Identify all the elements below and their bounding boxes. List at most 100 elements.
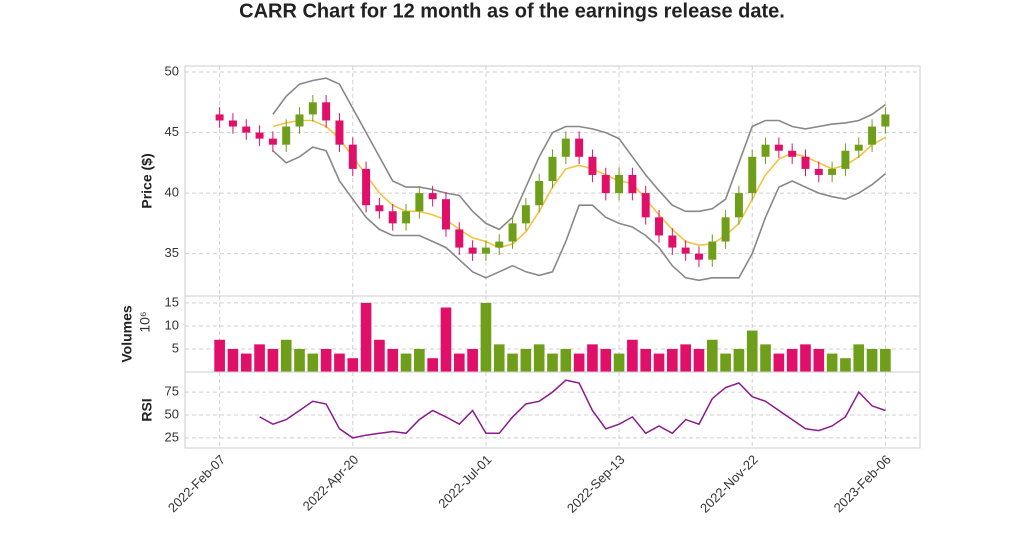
- volume-bar: [427, 358, 438, 372]
- candle-body: [375, 205, 384, 212]
- volume-bar: [853, 344, 865, 372]
- volume-bar: [840, 358, 851, 372]
- volume-bar: [693, 348, 705, 372]
- candle-body: [854, 144, 863, 151]
- candle-body: [828, 168, 837, 175]
- x-tick-label: 2023-Feb-06: [831, 452, 894, 515]
- x-tick-label: 2022-Apr-20: [300, 452, 362, 514]
- candle-body: [535, 181, 544, 206]
- candle-body: [641, 193, 650, 218]
- candle-body: [242, 126, 251, 133]
- candle-body: [681, 247, 690, 254]
- volume-bar: [360, 302, 372, 372]
- volume-bar: [573, 353, 585, 372]
- candle-body: [761, 144, 770, 157]
- volume-bar: [387, 348, 399, 372]
- candle-body: [521, 205, 530, 224]
- volume-bar: [733, 348, 745, 372]
- x-tick-label: 2022-Feb-07: [165, 452, 228, 515]
- candle-body: [428, 193, 437, 200]
- y-multiplier: 10⁶: [137, 311, 153, 332]
- candle-body: [548, 156, 557, 181]
- volume-bar: [480, 302, 492, 372]
- candle-body: [561, 138, 570, 157]
- candle-body: [255, 132, 264, 139]
- candle-body: [814, 168, 823, 175]
- volume-bar: [440, 307, 452, 372]
- candle-body: [495, 241, 504, 248]
- candle-body: [628, 174, 637, 194]
- candle-body: [788, 150, 797, 157]
- candle-body: [655, 217, 664, 236]
- candle-body: [721, 217, 730, 242]
- y-tick-label: 15: [165, 294, 179, 309]
- volume-bar: [347, 358, 359, 372]
- y-tick-label: 40: [165, 185, 179, 200]
- y-tick-label: 35: [165, 245, 179, 260]
- volume-bar: [334, 353, 345, 372]
- candle-body: [455, 229, 464, 248]
- volume-bar: [214, 339, 225, 372]
- candle-body: [615, 174, 624, 194]
- candle-body: [881, 114, 890, 127]
- rsi-line: [259, 379, 886, 439]
- candle-body: [774, 144, 783, 151]
- volume-bar: [493, 344, 505, 372]
- volume-bar: [667, 348, 678, 372]
- candle-body: [215, 114, 224, 121]
- x-tick-label: 2022-Nov-22: [697, 452, 761, 516]
- candle-body: [708, 241, 717, 260]
- y-tick-label: 75: [165, 384, 179, 399]
- volume-bar: [547, 353, 558, 372]
- volume-bar: [267, 348, 279, 372]
- candle-body: [268, 138, 277, 145]
- volume-bar: [880, 348, 891, 372]
- candle-body: [402, 211, 411, 224]
- volume-bar: [587, 344, 598, 372]
- volume-bar: [294, 348, 305, 372]
- y-tick-label: 5: [172, 340, 179, 355]
- candle-body: [335, 120, 344, 145]
- volume-bar: [507, 353, 518, 372]
- candle-body: [748, 156, 757, 194]
- overlay-line: [272, 146, 886, 282]
- volume-bar: [866, 348, 878, 372]
- volume-bar: [653, 353, 665, 372]
- volume-bar: [746, 330, 758, 372]
- candle-body: [348, 144, 357, 169]
- candle-body: [388, 211, 397, 224]
- volume-bar: [826, 353, 838, 372]
- volume-bar: [640, 348, 652, 372]
- volume-bar: [627, 339, 638, 372]
- volume-bar: [613, 353, 625, 372]
- candle-body: [668, 235, 677, 248]
- panel-frame: [184, 371, 921, 449]
- volume-bar: [706, 339, 718, 372]
- volume-bar: [560, 348, 572, 372]
- candle-body: [322, 102, 331, 121]
- x-tick-label: 2022-Jul-01: [435, 452, 494, 511]
- candle-body: [601, 174, 610, 194]
- candle-body: [588, 156, 597, 175]
- volume-bar: [400, 353, 412, 372]
- volume-bar: [374, 339, 385, 372]
- candle-body: [841, 150, 850, 169]
- volume-bar: [453, 353, 465, 372]
- volume-bar: [773, 353, 785, 372]
- volume-bar: [280, 339, 292, 372]
- y-tick-label: 25: [165, 429, 179, 444]
- volume-bar: [786, 348, 798, 372]
- volume-bar: [680, 344, 691, 372]
- candle-body: [415, 193, 424, 212]
- candle-body: [308, 102, 317, 115]
- candle-body: [508, 223, 517, 242]
- volume-bar: [600, 348, 612, 372]
- y-tick-label: 45: [165, 124, 179, 139]
- volume-bar: [320, 348, 332, 372]
- volume-bar: [254, 344, 265, 372]
- candle-body: [694, 253, 703, 260]
- chart-title: CARR Chart for 12 month as of the earnin…: [239, 0, 785, 22]
- volume-bar: [720, 353, 731, 372]
- volume-bar: [240, 353, 252, 372]
